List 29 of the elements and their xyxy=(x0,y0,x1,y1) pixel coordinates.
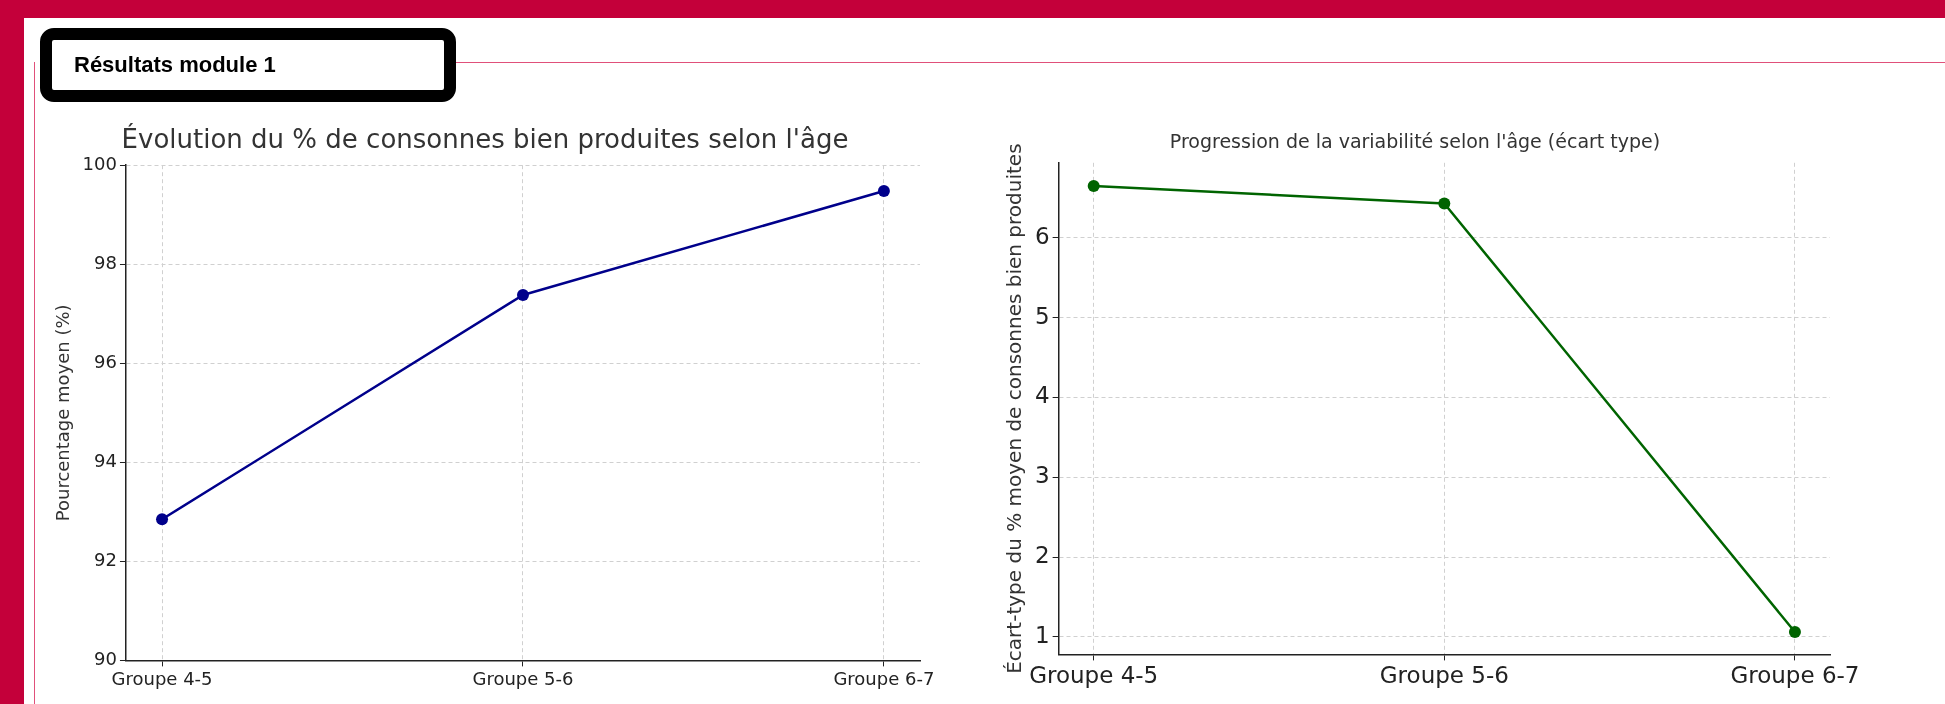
chart-title: Évolution du % de consonnes bien produites selon l'âge xyxy=(121,123,849,155)
y-tick-label: 4 xyxy=(1034,382,1050,409)
x-tick-label: Groupe 5-6 xyxy=(1379,662,1509,689)
chart-title: Progression de la variabilité selon l'âge (écart type) xyxy=(1169,130,1661,153)
y-tick-label: 3 xyxy=(1034,462,1050,489)
y-tick-label: 90 xyxy=(94,648,117,670)
y-tick-label: 96 xyxy=(94,350,117,372)
y-tick-label: 100 xyxy=(82,152,117,174)
point xyxy=(1438,197,1451,210)
y-axis-title: Écart-type du % moyen de consonnes bien produites xyxy=(1002,143,1027,674)
y-tick-label: 2 xyxy=(1034,542,1050,569)
x-tick-label: Groupe 5-6 xyxy=(472,667,574,689)
x-tick-label: Groupe 6-7 xyxy=(1730,662,1860,689)
point xyxy=(156,513,169,526)
y-axis-title: Pourcentage moyen (%) xyxy=(52,304,74,522)
x-tick-label: Groupe 4-5 xyxy=(111,667,213,689)
y-tick-label: 1 xyxy=(1034,621,1050,648)
point xyxy=(516,288,529,301)
x-tick-label: Groupe 4-5 xyxy=(1029,662,1159,689)
y-tick-label: 92 xyxy=(94,549,117,571)
point xyxy=(877,184,890,197)
y-tick-label: 98 xyxy=(94,251,117,273)
y-tick-label: 5 xyxy=(1034,302,1050,329)
text: Résultats module 1 xyxy=(40,28,456,102)
y-tick-label: 6 xyxy=(1034,222,1050,249)
point xyxy=(1788,626,1801,639)
point xyxy=(1087,179,1100,192)
x-tick-label: Groupe 6-7 xyxy=(833,667,935,689)
y-tick-label: 94 xyxy=(94,449,117,471)
